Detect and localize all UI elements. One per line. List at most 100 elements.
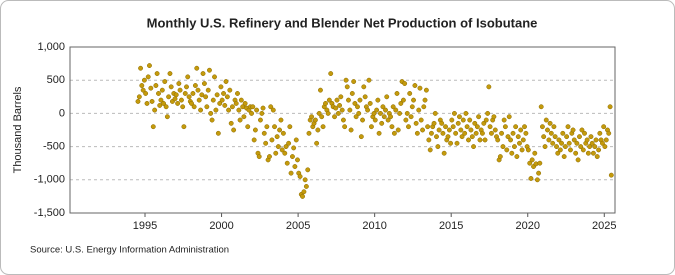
- data-point: [483, 117, 489, 123]
- data-point: [557, 147, 563, 153]
- data-point: [259, 110, 265, 116]
- data-point: [585, 150, 591, 156]
- data-point: [449, 117, 455, 123]
- data-point: [511, 144, 517, 150]
- data-point: [147, 63, 152, 69]
- data-point: [141, 77, 147, 83]
- data-point: [385, 117, 391, 123]
- data-point: [353, 114, 359, 120]
- data-point: [422, 97, 428, 103]
- data-point: [185, 74, 191, 80]
- data-point: [242, 100, 248, 106]
- data-point: [366, 77, 372, 83]
- data-point: [504, 147, 510, 153]
- data-point: [254, 107, 260, 113]
- data-point: [284, 160, 290, 166]
- data-point: [323, 100, 328, 106]
- data-point: [349, 91, 355, 96]
- data-point: [476, 114, 482, 120]
- data-point: [182, 91, 188, 96]
- data-point: [367, 100, 373, 106]
- data-point: [191, 104, 197, 110]
- data-point: [539, 124, 545, 130]
- data-point: [186, 94, 192, 100]
- data-point: [374, 107, 380, 113]
- data-point: [217, 100, 223, 106]
- data-point: [578, 144, 584, 150]
- data-point: [368, 124, 374, 130]
- data-point: [421, 104, 427, 110]
- data-point: [542, 144, 548, 150]
- data-point: [215, 130, 221, 136]
- data-point: [365, 107, 371, 113]
- data-point: [251, 137, 257, 143]
- data-point: [263, 140, 269, 146]
- data-point: [499, 130, 505, 136]
- data-point: [337, 102, 343, 108]
- data-point: [571, 137, 577, 143]
- data-point: [523, 130, 529, 136]
- data-point: [252, 127, 258, 133]
- data-point: [566, 140, 572, 146]
- data-point: [508, 137, 514, 143]
- data-point: [603, 137, 609, 143]
- data-point: [409, 104, 415, 110]
- data-point: [584, 137, 590, 143]
- data-point: [577, 134, 582, 140]
- data-point: [469, 134, 475, 140]
- data-point: [451, 110, 457, 116]
- data-point: [272, 124, 277, 130]
- data-point: [161, 100, 166, 106]
- data-point: [568, 147, 573, 153]
- data-point: [441, 150, 447, 156]
- data-point: [489, 130, 494, 136]
- data-point: [315, 127, 321, 133]
- data-point: [518, 127, 524, 133]
- data-point: [372, 117, 378, 123]
- data-point: [443, 124, 448, 130]
- data-point: [172, 96, 178, 102]
- data-point: [457, 114, 462, 120]
- data-point: [448, 140, 454, 146]
- data-point: [389, 124, 395, 130]
- data-point: [468, 127, 474, 133]
- data-point: [282, 150, 288, 156]
- data-point: [473, 130, 479, 136]
- data-point: [587, 144, 593, 150]
- data-point: [582, 130, 587, 136]
- data-point: [403, 117, 409, 123]
- data-point: [575, 157, 581, 163]
- data-point: [534, 177, 540, 183]
- data-point: [412, 83, 418, 88]
- data-point: [295, 157, 300, 163]
- data-point: [590, 150, 596, 156]
- data-point: [167, 71, 173, 77]
- data-point: [218, 84, 224, 90]
- data-point: [163, 104, 169, 110]
- data-point: [378, 110, 383, 116]
- data-point: [344, 84, 350, 90]
- data-point: [555, 150, 561, 156]
- x-tick-label: 2025: [592, 220, 616, 232]
- data-point: [541, 134, 547, 140]
- data-point: [474, 124, 480, 130]
- data-point: [436, 127, 442, 133]
- y-axis-label: Thousand Barrels: [12, 86, 24, 173]
- data-point: [249, 110, 255, 116]
- data-point: [552, 134, 558, 140]
- data-point: [348, 127, 354, 133]
- data-point: [135, 98, 141, 104]
- data-point: [145, 74, 151, 80]
- data-point: [227, 87, 233, 93]
- data-point: [139, 83, 145, 88]
- data-point: [153, 83, 159, 88]
- data-point: [608, 172, 614, 178]
- data-point: [196, 97, 202, 103]
- data-point: [560, 130, 566, 136]
- data-point: [236, 107, 242, 113]
- data-point: [482, 137, 488, 143]
- data-point: [237, 117, 243, 123]
- data-point: [267, 154, 272, 160]
- data-point: [602, 144, 608, 150]
